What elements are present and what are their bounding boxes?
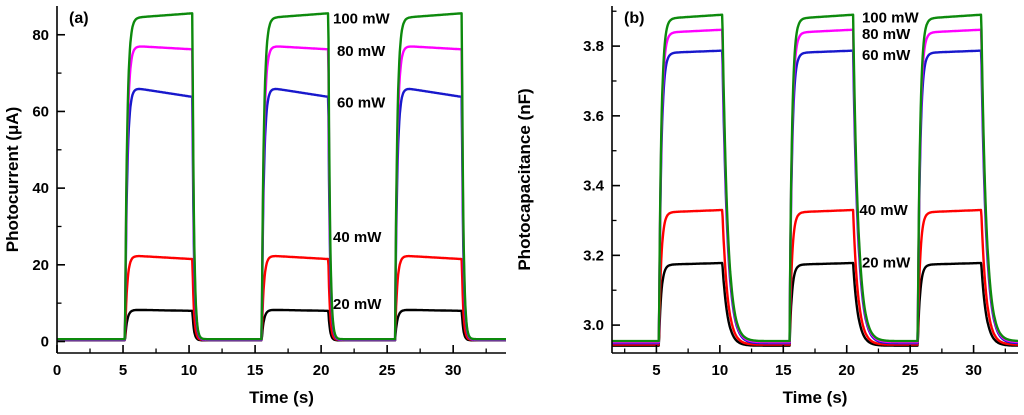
- x-tick-label: 20: [838, 362, 855, 379]
- panel-label: (a): [69, 10, 89, 27]
- x-tick-label: 25: [902, 362, 919, 379]
- series-100-mw: [612, 13, 1018, 343]
- y-tick-label: 3.2: [583, 247, 604, 264]
- power-label: 80 mW: [337, 43, 386, 60]
- power-label: 20 mW: [862, 255, 911, 272]
- y-tick-label: 3.4: [583, 178, 605, 195]
- power-label: 20 mW: [333, 296, 382, 313]
- plot-area: [57, 12, 506, 342]
- x-tick-label: 30: [445, 362, 462, 379]
- power-label: 40 mW: [333, 229, 382, 246]
- x-tick-label: 25: [379, 362, 396, 379]
- x-tick-label: 0: [53, 362, 61, 379]
- power-label: 60 mW: [337, 95, 386, 112]
- series-40-mw: [57, 254, 506, 342]
- series-60-mw: [57, 87, 506, 342]
- series-80-mw: [57, 45, 506, 341]
- x-axis-label: Time (s): [783, 388, 848, 407]
- power-label: 100 mW: [333, 10, 391, 27]
- x-axis-label: Time (s): [249, 388, 314, 407]
- series-60-mw: [612, 49, 1018, 345]
- photocurrent-chart: 0 5 10 15 20 25 30 0 20 40 60 80 Time (s) Photocurren…: [3, 6, 506, 407]
- x-tick-label: 15: [775, 362, 792, 379]
- y-axis-label: Photocapacitance (nF): [515, 88, 534, 270]
- y-tick-label: 3.0: [583, 317, 604, 334]
- panel-label: (b): [624, 10, 644, 27]
- series-40-mw: [612, 208, 1018, 346]
- series-20-mw: [57, 308, 506, 342]
- y-tick-label: 0: [41, 333, 49, 350]
- panel-a-photocurrent: 0 5 10 15 20 25 30 0 20 40 60 80 Time (s) Photocurren…: [3, 6, 506, 407]
- y-tick-label: 20: [32, 257, 49, 274]
- plot-area: [612, 13, 1018, 347]
- y-tick-label: 60: [32, 103, 49, 120]
- x-tick-label: 5: [652, 362, 660, 379]
- series-80-mw: [612, 28, 1018, 344]
- power-label: 60 mW: [862, 47, 911, 64]
- series-20-mw: [612, 261, 1018, 347]
- y-tick-label: 80: [32, 27, 49, 44]
- y-tick-label: 40: [32, 180, 49, 197]
- y-axis-label: Photocurrent (μA): [3, 107, 22, 252]
- panel-b-photocapacitance: 5 10 15 20 25 30 3.0 3.2 3.4 3.6 3.8 Time (s) Photoc…: [512, 0, 1024, 415]
- photocapacitance-chart: 5 10 15 20 25 30 3.0 3.2 3.4 3.6 3.8 Time (s) Photoc…: [515, 6, 1018, 407]
- power-label: 40 mW: [859, 202, 908, 219]
- y-tick-label: 3.6: [583, 108, 604, 125]
- x-tick-label: 10: [712, 362, 729, 379]
- power-label: 100 mW: [862, 9, 920, 26]
- x-tick-label: 30: [965, 362, 982, 379]
- series-100-mw: [57, 12, 506, 341]
- x-tick-label: 5: [119, 362, 127, 379]
- x-tick-label: 20: [313, 362, 330, 379]
- x-tick-label: 10: [181, 362, 198, 379]
- power-label: 80 mW: [862, 26, 911, 43]
- x-tick-label: 15: [247, 362, 264, 379]
- y-tick-label: 3.8: [583, 38, 604, 55]
